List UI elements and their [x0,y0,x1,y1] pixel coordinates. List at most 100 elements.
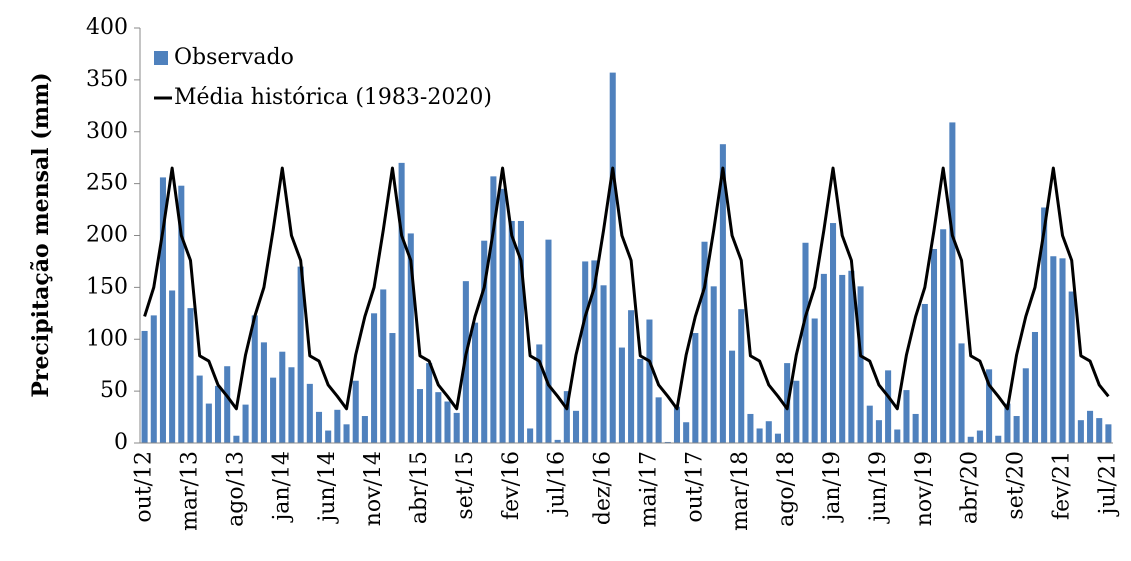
bar [242,404,249,443]
bar [774,433,781,443]
bar [159,177,166,443]
bar [380,289,387,443]
x-tick-label: mar/18 [728,451,753,531]
legend-label: Observado [174,45,294,70]
bar [499,188,506,443]
bar [141,330,148,443]
bar [719,144,726,443]
bar [637,358,644,443]
bar [361,416,368,443]
bar [150,315,157,443]
bar [664,441,671,443]
bar [921,303,928,443]
x-tick-label: jul/21 [1095,451,1120,517]
x-tick-label: set/15 [453,451,478,520]
bar [334,409,341,443]
bar [591,260,598,443]
bar [894,429,901,443]
bar [885,370,892,443]
bar [554,439,561,443]
y-tick-label: 200 [86,223,128,248]
bar [1013,416,1020,443]
y-tick-label: 350 [86,67,128,92]
bar [288,367,295,443]
bar [481,240,488,443]
bar [297,266,304,443]
bar [802,242,809,443]
bar [536,344,543,443]
bar [967,436,974,443]
bar [811,318,818,443]
bar [793,380,800,443]
bar [930,248,938,443]
bar [839,274,846,443]
bar [738,309,745,443]
y-tick-label: 150 [86,274,128,299]
bar [407,233,414,443]
x-tick-label: mar/13 [177,451,202,531]
bar [600,285,607,443]
bar [857,286,864,443]
bar [371,313,378,443]
bar [169,290,176,443]
bar [1041,207,1048,443]
bar [729,350,736,443]
y-tick-label: 250 [86,171,128,196]
bar [1096,418,1103,443]
bar [875,420,882,443]
bar [1050,256,1057,443]
bar [958,343,965,443]
x-tick-label: out/12 [132,451,157,523]
bar [527,428,534,443]
bar [1105,424,1112,443]
x-tick-label: ago/13 [223,451,248,527]
legend-swatch [154,51,168,65]
bar [1004,403,1011,443]
x-tick-label: jun/19 [866,451,891,525]
x-tick-label: nov/14 [361,451,386,526]
bar [279,351,286,443]
y-tick-label: 400 [86,15,128,40]
bar [444,401,451,443]
bar [655,397,662,443]
bar [517,220,524,443]
line [143,166,1110,411]
bar [618,347,625,443]
bar [572,410,580,443]
bar [545,239,552,443]
bar [710,286,717,443]
bar [830,223,837,443]
bar [490,176,497,444]
bar [673,406,681,443]
bar [646,319,653,443]
x-tick-label: fev/16 [499,451,524,520]
bar [1059,258,1066,443]
bar [306,383,313,443]
bar [178,185,185,443]
bar [949,122,956,443]
bar [315,411,323,443]
bar [389,333,396,443]
x-tick-label: ago/18 [774,451,799,527]
bar [233,435,240,443]
x-tick-label: mai/17 [636,451,661,527]
bar [1077,420,1084,443]
x-tick-label: out/17 [682,451,707,523]
bar [820,273,827,443]
bar [214,385,222,443]
bar [866,405,873,443]
bar [416,389,423,443]
bar [1087,410,1094,443]
bar [270,377,277,443]
bar [260,342,267,443]
bar [508,220,515,443]
x-tick-label: abr/15 [407,451,432,524]
bar [343,424,350,443]
y-tick-label: 0 [114,430,128,455]
bar [903,390,910,443]
bar [986,369,993,443]
x-tick-label: jun/14 [315,451,340,525]
y-axis-label: Precipitação mensal (mm) [28,72,54,397]
x-tick-label: jan/14 [269,451,294,524]
